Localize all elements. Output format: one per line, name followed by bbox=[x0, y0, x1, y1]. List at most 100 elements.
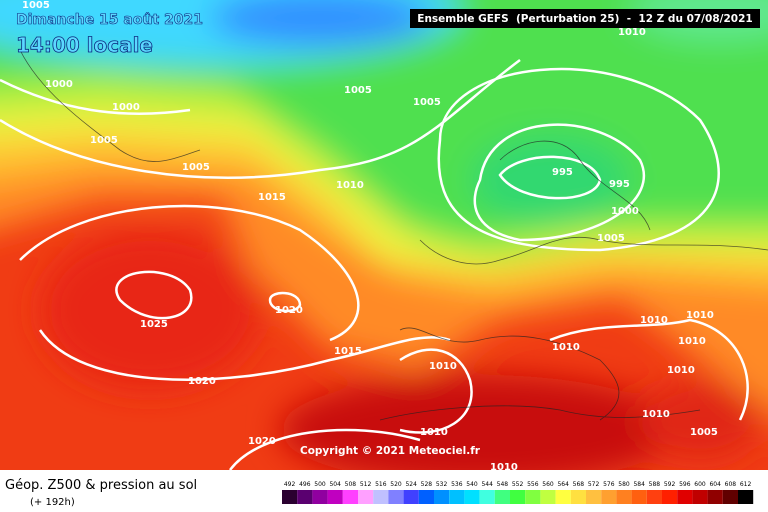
legend-label: 516 bbox=[375, 481, 387, 488]
field bbox=[0, 0, 768, 470]
isobar-label: 1010 bbox=[640, 315, 668, 326]
copyright: Copyright © 2021 Meteociel.fr bbox=[300, 445, 481, 457]
legend-label: 556 bbox=[527, 481, 539, 488]
isobar-label: 1000 bbox=[45, 79, 73, 90]
isobar-label: 1010 bbox=[552, 342, 580, 353]
legend-label: 608 bbox=[725, 481, 737, 488]
legend-swatch bbox=[479, 490, 495, 504]
isobar-label: 1005 bbox=[344, 85, 372, 96]
legend-label: 588 bbox=[649, 481, 661, 488]
isobar-label: 1005 bbox=[22, 0, 50, 11]
legend-label: 564 bbox=[557, 481, 569, 488]
legend-label: 520 bbox=[390, 481, 402, 488]
isobar-label: 1005 bbox=[690, 427, 718, 438]
isobar-label: 1010 bbox=[642, 409, 670, 420]
isobar-label: 1000 bbox=[112, 102, 140, 113]
isobar-label: 1010 bbox=[618, 27, 646, 38]
legend-swatch bbox=[692, 490, 708, 504]
isobar-label: 1010 bbox=[686, 310, 714, 321]
isobar-label: 995 bbox=[609, 179, 630, 190]
isobar-label: 1015 bbox=[258, 192, 286, 203]
legend-label: 580 bbox=[618, 481, 630, 488]
legend-label: 508 bbox=[345, 481, 357, 488]
isobar-label: 1020 bbox=[248, 436, 276, 447]
legend-swatch bbox=[646, 490, 662, 504]
legend-label: 512 bbox=[360, 481, 372, 488]
legend-swatch bbox=[722, 490, 738, 504]
legend-swatch bbox=[342, 490, 358, 504]
legend-swatch bbox=[494, 490, 510, 504]
legend-swatch bbox=[738, 490, 754, 504]
legend-label: 572 bbox=[588, 481, 600, 488]
isobar-label: 1005 bbox=[90, 135, 118, 146]
footer-lead: (+ 192h) bbox=[30, 497, 75, 508]
legend-swatch bbox=[449, 490, 465, 504]
legend-swatch bbox=[312, 490, 328, 504]
isobar-label: 1010 bbox=[490, 462, 518, 473]
isobar-label: 1010 bbox=[420, 427, 448, 438]
legend-swatch bbox=[418, 490, 434, 504]
legend-swatch bbox=[464, 490, 480, 504]
legend-swatch bbox=[282, 490, 298, 504]
legend-label: 540 bbox=[466, 481, 478, 488]
model-label: Ensemble GEFS (Perturbation 25) - 12 Z d… bbox=[417, 13, 752, 25]
legend-label: 504 bbox=[329, 481, 341, 488]
legend-swatch bbox=[707, 490, 723, 504]
map-date: Dimanche 15 août 2021 bbox=[16, 12, 203, 28]
isobar-label: 1015 bbox=[334, 346, 362, 357]
legend-swatch bbox=[388, 490, 404, 504]
legend-swatch bbox=[373, 490, 389, 504]
legend-label: 544 bbox=[481, 481, 493, 488]
isobars bbox=[0, 59, 749, 470]
legend-swatch bbox=[662, 490, 678, 504]
isobar-label: 1005 bbox=[413, 97, 441, 108]
legend-label: 600 bbox=[694, 481, 706, 488]
legend-label: 560 bbox=[542, 481, 554, 488]
legend-swatch bbox=[601, 490, 617, 504]
isobar-label: 1005 bbox=[182, 162, 210, 173]
legend-swatch bbox=[540, 490, 556, 504]
legend-label: 524 bbox=[405, 481, 417, 488]
legend-swatch bbox=[327, 490, 343, 504]
legend-label: 604 bbox=[709, 481, 721, 488]
legend-swatch bbox=[358, 490, 374, 504]
legend-swatch bbox=[570, 490, 586, 504]
legend-swatch bbox=[525, 490, 541, 504]
legend-label: 528 bbox=[421, 481, 433, 488]
legend-label: 492 bbox=[284, 481, 296, 488]
isobar-label: 1025 bbox=[140, 319, 168, 330]
legend-swatch bbox=[510, 490, 526, 504]
isobar-labels: 1005 1000 1000 1005 1005 1005 1005 1010 1015 995 9… bbox=[22, 0, 718, 473]
legend-label: 496 bbox=[299, 481, 311, 488]
legend-label: 596 bbox=[679, 481, 691, 488]
legend-swatch bbox=[616, 490, 632, 504]
legend-label: 532 bbox=[436, 481, 448, 488]
legend-label: 568 bbox=[573, 481, 585, 488]
legend-swatch bbox=[297, 490, 313, 504]
legend-label: 536 bbox=[451, 481, 463, 488]
isobar-label: 1010 bbox=[429, 361, 457, 372]
legend-label: 592 bbox=[664, 481, 676, 488]
legend-swatch bbox=[586, 490, 602, 504]
legend-swatch bbox=[631, 490, 647, 504]
legend-swatch bbox=[403, 490, 419, 504]
isobar-label: 1020 bbox=[188, 376, 216, 387]
isobar-label: 1010 bbox=[678, 336, 706, 347]
map-time: 14:00 locale bbox=[16, 33, 153, 57]
legend: 492 496 500 504 508 512 516 520 524 528 532 536 540 5… bbox=[282, 481, 754, 504]
legend-label: 584 bbox=[633, 481, 645, 488]
legend-label: 576 bbox=[603, 481, 615, 488]
isobar-label: 1020 bbox=[275, 305, 303, 316]
coastlines bbox=[19, 49, 768, 421]
isobar-label: 1010 bbox=[667, 365, 695, 376]
legend-label: 500 bbox=[314, 481, 326, 488]
legend-swatch bbox=[434, 490, 450, 504]
legend-label: 612 bbox=[740, 481, 752, 488]
legend-label: 548 bbox=[497, 481, 509, 488]
legend-label: 552 bbox=[512, 481, 524, 488]
legend-swatch bbox=[677, 490, 693, 504]
model-box bbox=[410, 9, 760, 28]
isobar-label: 1010 bbox=[336, 180, 364, 191]
isobar-label: 1005 bbox=[597, 233, 625, 244]
